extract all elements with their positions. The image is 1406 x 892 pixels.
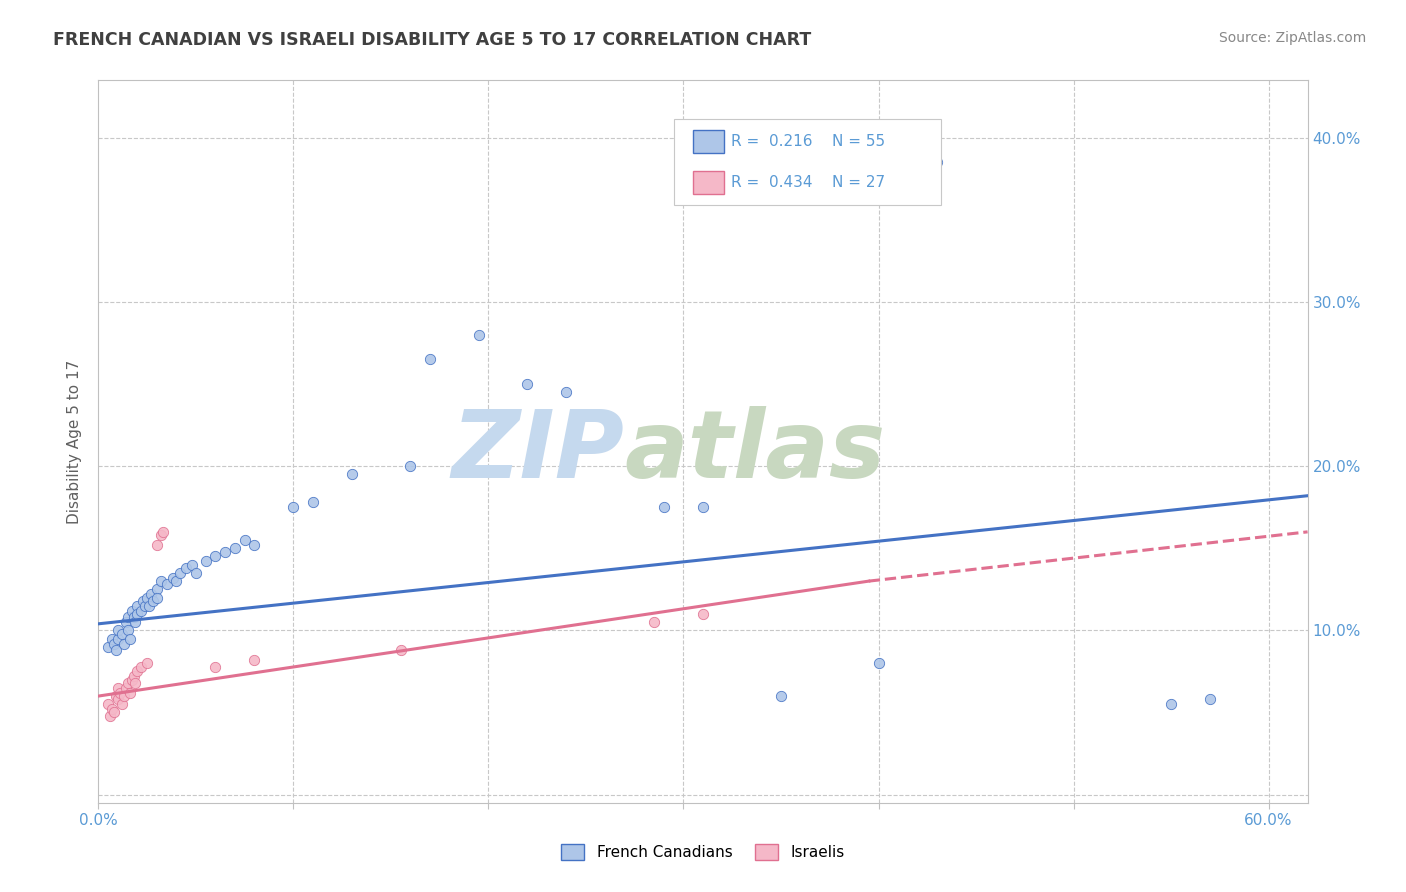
Point [142, 594, 165, 608]
Point [516, 377, 538, 392]
Point [114, 615, 136, 630]
Point [104, 643, 127, 657]
Point [174, 561, 197, 575]
Point [243, 538, 266, 552]
Point [692, 500, 714, 515]
Text: Source: ZipAtlas.com: Source: ZipAtlas.com [1219, 31, 1367, 45]
Point [118, 632, 141, 646]
Point [117, 624, 139, 638]
Point [114, 681, 136, 695]
Point [146, 582, 169, 597]
Point [652, 500, 675, 515]
Point [127, 607, 149, 621]
Point [117, 676, 139, 690]
Point [98, 708, 121, 723]
Point [117, 610, 139, 624]
Point [134, 599, 156, 613]
Point [101, 632, 124, 646]
Text: FRENCH CANADIAN VS ISRAELI DISABILITY AGE 5 TO 17 CORRELATION CHART: FRENCH CANADIAN VS ISRAELI DISABILITY AG… [53, 31, 811, 49]
Point [224, 541, 246, 556]
Point [194, 554, 217, 568]
Point [214, 544, 236, 558]
Point [121, 673, 143, 687]
Point [108, 686, 131, 700]
Legend: French Canadians, Israelis: French Canadians, Israelis [561, 844, 845, 860]
Point [184, 566, 207, 580]
Point [107, 632, 129, 646]
Point [112, 689, 135, 703]
Point [124, 676, 146, 690]
Point [104, 689, 127, 703]
Point [149, 574, 172, 588]
Point [111, 626, 134, 640]
Point [925, 155, 948, 169]
Point [467, 327, 489, 342]
Point [162, 571, 184, 585]
Point [302, 495, 325, 509]
Point [389, 643, 412, 657]
Y-axis label: Disability Age 5 to 17: Disability Age 5 to 17 [67, 359, 83, 524]
Point [131, 659, 153, 673]
Point [97, 698, 120, 712]
Point [769, 689, 792, 703]
Point [107, 624, 129, 638]
Point [169, 566, 191, 580]
Text: R =  0.434    N = 27: R = 0.434 N = 27 [731, 175, 886, 190]
Point [131, 604, 153, 618]
Point [165, 574, 187, 588]
Point [122, 610, 145, 624]
Point [97, 640, 120, 654]
Point [132, 594, 155, 608]
Point [149, 528, 172, 542]
Point [146, 591, 169, 605]
Text: atlas: atlas [624, 407, 886, 499]
Point [136, 591, 159, 605]
Point [103, 706, 125, 720]
Point [204, 659, 226, 673]
Point [146, 538, 169, 552]
Point [283, 500, 305, 515]
Point [107, 681, 129, 695]
Point [692, 607, 714, 621]
Point [156, 577, 179, 591]
Point [555, 385, 578, 400]
Point [181, 558, 204, 572]
Point [152, 524, 174, 539]
Point [233, 533, 256, 547]
Point [101, 702, 124, 716]
Text: R =  0.216    N = 55: R = 0.216 N = 55 [731, 134, 886, 149]
Point [121, 604, 143, 618]
Point [1199, 692, 1222, 706]
Point [138, 599, 160, 613]
Point [340, 467, 363, 482]
Point [118, 686, 141, 700]
Point [868, 657, 890, 671]
Point [139, 587, 162, 601]
Point [124, 615, 146, 630]
Point [419, 352, 441, 367]
Point [643, 615, 665, 630]
Point [399, 459, 422, 474]
Point [127, 599, 149, 613]
Point [122, 669, 145, 683]
Point [204, 549, 226, 564]
Point [107, 692, 129, 706]
Text: ZIP: ZIP [451, 407, 624, 499]
Point [112, 636, 135, 650]
Point [243, 653, 266, 667]
Point [136, 657, 159, 671]
Point [103, 636, 125, 650]
Point [127, 665, 149, 679]
Point [1160, 698, 1182, 712]
Point [111, 698, 134, 712]
